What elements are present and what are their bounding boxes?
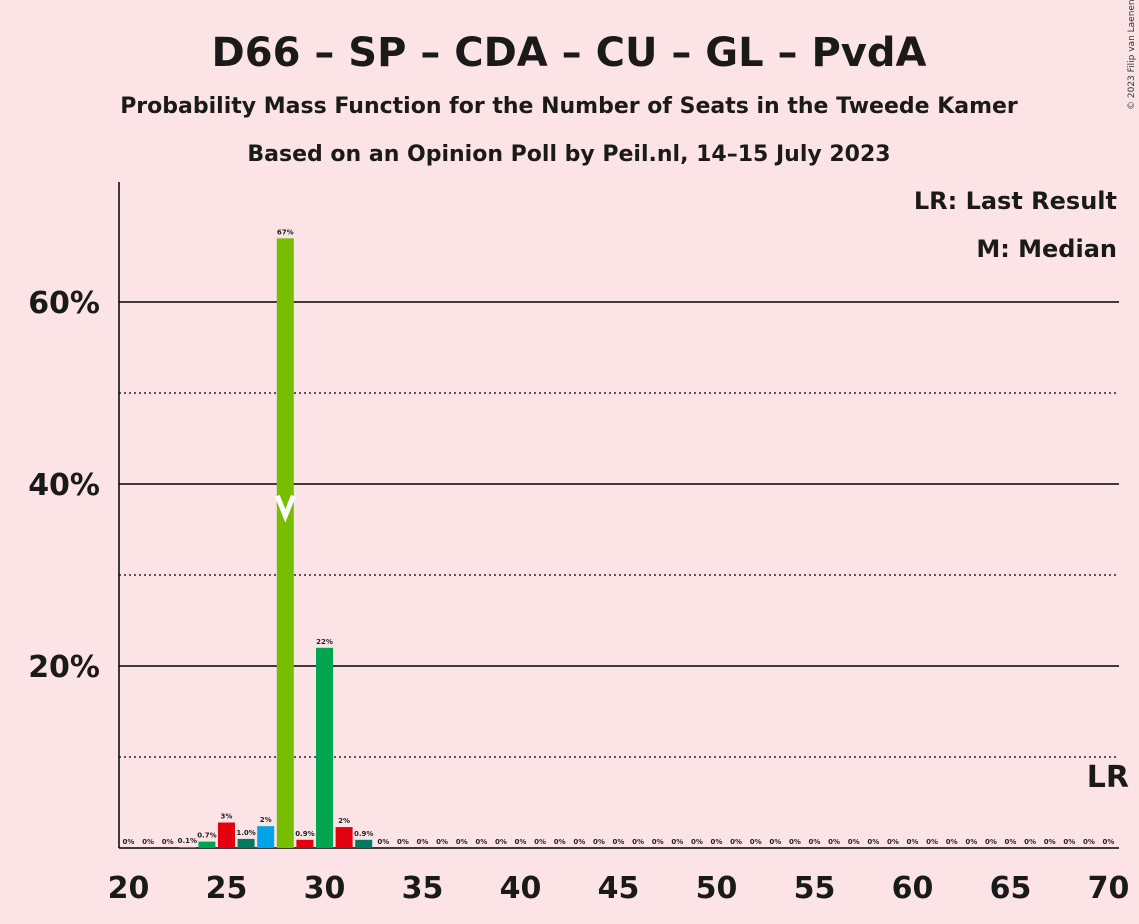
bar-label-seats-43: 0% bbox=[573, 838, 585, 846]
x-tick-label: 65 bbox=[990, 871, 1032, 906]
bar-seats-27 bbox=[257, 826, 275, 848]
bar-label-seats-34: 0% bbox=[397, 838, 409, 846]
x-tick-label: 30 bbox=[304, 871, 346, 906]
x-tick-label: 40 bbox=[500, 871, 542, 906]
y-axis-ticks: 20% 40% 60% bbox=[28, 286, 100, 685]
chart-source: Based on an Opinion Poll by Peil.nl, 14–… bbox=[247, 142, 890, 167]
bar-label-seats-22: 0% bbox=[162, 838, 174, 846]
y-tick-label: 60% bbox=[28, 286, 100, 321]
legend-last-result: LR: Last Result bbox=[914, 187, 1117, 215]
bar-seats-24 bbox=[198, 841, 216, 848]
bar-label-seats-52: 0% bbox=[750, 838, 762, 846]
bar-label-seats-44: 0% bbox=[593, 838, 605, 846]
bar-seats-28 bbox=[276, 238, 294, 849]
bar-label-seats-59: 0% bbox=[887, 838, 899, 846]
bar-label-seats-69: 0% bbox=[1083, 838, 1095, 846]
bar-label-seats-23: 0.1% bbox=[178, 837, 197, 845]
x-tick-label: 55 bbox=[794, 871, 836, 906]
bar-label-seats-50: 0% bbox=[711, 838, 723, 846]
bar-label-seats-27: 2% bbox=[260, 816, 272, 824]
bar-label-seats-63: 0% bbox=[965, 838, 977, 846]
bar-label-seats-38: 0% bbox=[475, 838, 487, 846]
bar-label-seats-55: 0% bbox=[809, 838, 821, 846]
bar-label-seats-67: 0% bbox=[1044, 838, 1056, 846]
bar-label-seats-26: 1.0% bbox=[236, 829, 255, 837]
bar-label-seats-21: 0% bbox=[142, 838, 154, 846]
bar-label-seats-61: 0% bbox=[926, 838, 938, 846]
bar-label-seats-31: 2% bbox=[338, 817, 350, 825]
bar-label-seats-30: 22% bbox=[316, 638, 333, 646]
bar-seats-23 bbox=[178, 847, 196, 848]
y-tick-label: 20% bbox=[28, 650, 100, 685]
copyright-note: © 2023 Filip van Laenen bbox=[1127, 0, 1137, 110]
x-tick-label: 60 bbox=[892, 871, 934, 906]
bar-label-seats-65: 0% bbox=[1005, 838, 1017, 846]
bar-label-seats-47: 0% bbox=[652, 838, 664, 846]
bar-label-seats-33: 0% bbox=[377, 838, 389, 846]
bar-label-seats-49: 0% bbox=[691, 838, 703, 846]
x-tick-label: 35 bbox=[402, 871, 444, 906]
bar-label-seats-68: 0% bbox=[1063, 838, 1075, 846]
y-tick-label: 40% bbox=[28, 468, 100, 503]
x-tick-label: 50 bbox=[696, 871, 738, 906]
bar-label-seats-58: 0% bbox=[867, 838, 879, 846]
bar-label-seats-46: 0% bbox=[632, 838, 644, 846]
bar-label-seats-37: 0% bbox=[456, 838, 468, 846]
bar-label-seats-25: 3% bbox=[221, 813, 233, 821]
x-tick-label: 45 bbox=[598, 871, 640, 906]
bar-label-seats-41: 0% bbox=[534, 838, 546, 846]
bar-label-seats-39: 0% bbox=[495, 838, 507, 846]
bar-seats-29 bbox=[296, 839, 314, 848]
bar-label-seats-48: 0% bbox=[671, 838, 683, 846]
bar-label-seats-36: 0% bbox=[436, 838, 448, 846]
chart-title: D66 – SP – CDA – CU – GL – PvdA bbox=[212, 30, 927, 76]
bar-label-seats-66: 0% bbox=[1024, 838, 1036, 846]
bar-label-seats-54: 0% bbox=[789, 838, 801, 846]
bar-label-seats-70: 0% bbox=[1103, 838, 1115, 846]
bar-label-seats-62: 0% bbox=[946, 838, 958, 846]
bar-label-seats-29: 0.9% bbox=[295, 830, 314, 838]
x-tick-label: 25 bbox=[206, 871, 248, 906]
x-tick-label: 20 bbox=[108, 871, 150, 906]
bar-label-seats-53: 0% bbox=[769, 838, 781, 846]
x-tick-label: 70 bbox=[1088, 871, 1130, 906]
bar-label-seats-64: 0% bbox=[985, 838, 997, 846]
bar-label-seats-45: 0% bbox=[613, 838, 625, 846]
bar-seats-26 bbox=[237, 838, 255, 848]
bar-label-seats-60: 0% bbox=[907, 838, 919, 846]
bar-label-seats-28: 67% bbox=[277, 228, 294, 236]
bar-label-seats-57: 0% bbox=[848, 838, 860, 846]
bar-seats-31 bbox=[335, 827, 353, 848]
median-marker bbox=[274, 494, 296, 523]
bar-label-seats-40: 0% bbox=[515, 838, 527, 846]
legend-median: M: Median bbox=[976, 235, 1117, 263]
chart-subtitle: Probability Mass Function for the Number… bbox=[120, 94, 1018, 119]
bar-label-seats-32: 0.9% bbox=[354, 830, 373, 838]
bar-seats-25 bbox=[218, 822, 235, 848]
bar-label-seats-51: 0% bbox=[730, 838, 742, 846]
bars bbox=[178, 238, 373, 849]
bar-label-seats-20: 0% bbox=[123, 838, 135, 846]
bar-labels: 0% 0% 0% 0.1%0.7% 3%1.0% 2% 67% 0.9% 22% 2% 0.9% 0%… bbox=[123, 228, 1115, 846]
x-axis-ticks: 20 25 30 35 40 45 50 55 60 65 70 bbox=[108, 871, 1130, 906]
bar-seats-32 bbox=[355, 839, 373, 848]
last-result-marker: LR bbox=[1087, 760, 1129, 795]
bar-label-seats-24: 0.7% bbox=[197, 832, 216, 840]
bar-label-seats-42: 0% bbox=[554, 838, 566, 846]
bar-label-seats-35: 0% bbox=[417, 838, 429, 846]
bar-label-seats-56: 0% bbox=[828, 838, 840, 846]
bar-seats-30 bbox=[316, 647, 333, 848]
